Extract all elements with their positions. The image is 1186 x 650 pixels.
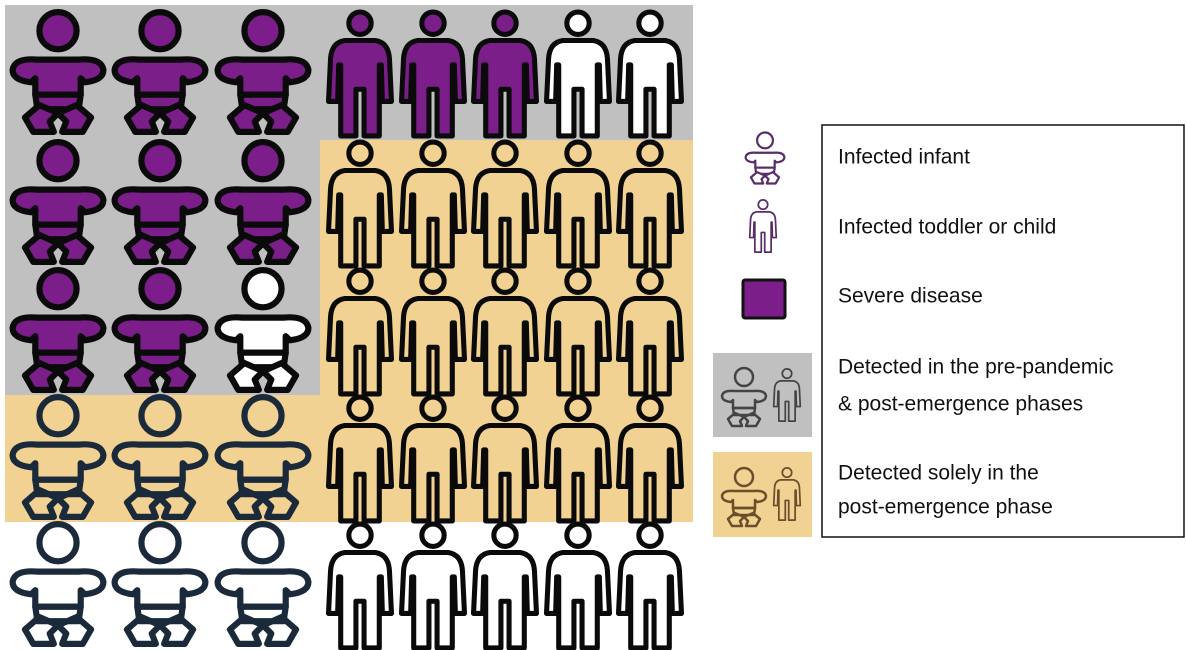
legend-label: Severe disease — [838, 285, 983, 308]
child-icon — [402, 524, 465, 648]
legend-label: Detected in the pre-pandemic — [838, 356, 1114, 379]
child-icon — [474, 524, 537, 648]
child-icon — [547, 524, 610, 648]
legend-infant-icon — [744, 131, 786, 185]
legend-child-icon — [748, 198, 778, 254]
legend-label: Detected solely in the — [838, 462, 1039, 485]
legend-box — [821, 124, 1185, 538]
legend-label: Infected infant — [838, 146, 970, 169]
legend-tan-swatch — [713, 452, 812, 537]
legend-labels: Infected infant Infected toddler or child… — [838, 146, 1114, 519]
infant-icon — [218, 524, 309, 644]
child-icon — [329, 524, 392, 648]
legend-label: Infected toddler or child — [838, 216, 1056, 239]
legend-label: post-emergence phase — [838, 496, 1053, 519]
infant-icon — [115, 524, 206, 644]
infant-icon — [13, 524, 104, 644]
child-icon — [619, 524, 682, 648]
legend-gray-swatch — [713, 353, 812, 437]
legend-label: & post-emergence phases — [838, 393, 1083, 416]
legend-severe-swatch — [741, 278, 787, 320]
